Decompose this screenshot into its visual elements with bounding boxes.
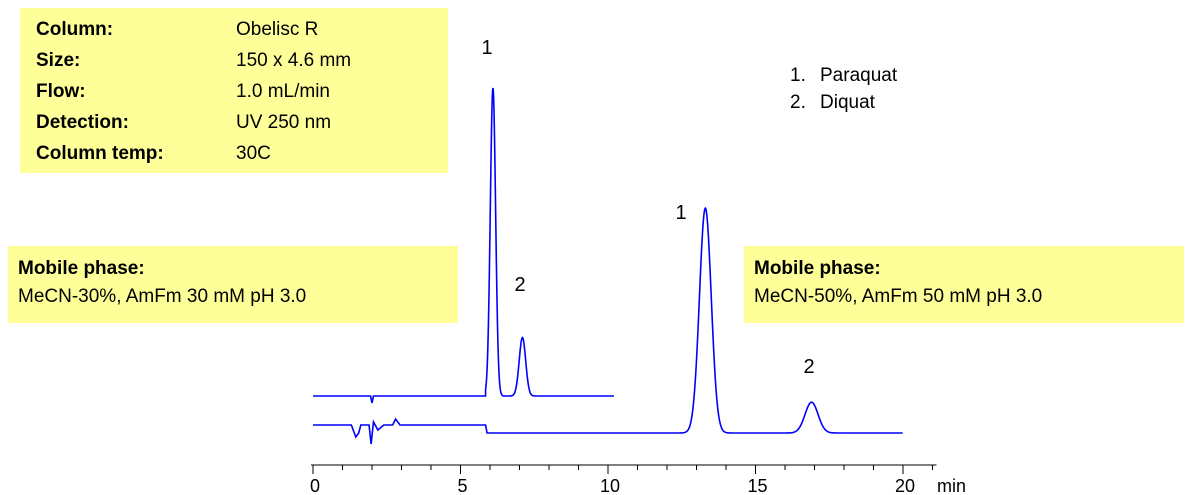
- condition-value: 1.0 mL/min: [236, 81, 330, 102]
- peak-legend: 1. Paraquat 2. Diquat: [790, 62, 897, 116]
- mobile-phase-left-box: Mobile phase: MeCN-30%, AmFm 30 mM pH 3.…: [8, 246, 458, 323]
- x-tick-label: 20: [895, 476, 915, 495]
- x-tick-label: 5: [457, 476, 467, 495]
- condition-label: Column:: [36, 19, 114, 40]
- mobile-phase-right-box: Mobile phase: MeCN-50%, AmFm 50 mM pH 3.…: [744, 246, 1184, 323]
- peak-label: 1: [481, 37, 492, 59]
- x-axis-title: min: [937, 476, 966, 495]
- peak-label: 1: [675, 202, 686, 224]
- condition-label: Flow:: [36, 81, 86, 102]
- x-tick-label: 0: [310, 476, 320, 495]
- peak-label: 2: [803, 356, 814, 378]
- mobile-phase-title: Mobile phase:: [18, 258, 145, 279]
- condition-value: UV 250 nm: [236, 112, 332, 133]
- legend-compound: Diquat: [820, 92, 875, 113]
- mobile-phase-text: MeCN-30%, AmFm 30 mM pH 3.0: [18, 286, 307, 307]
- legend-item: 2. Diquat: [790, 89, 897, 116]
- conditions-box: Column: Obelisc R Size: 150 x 4.6 mm Flo…: [20, 8, 448, 173]
- x-tick-label: 15: [747, 476, 767, 495]
- legend-item: 1. Paraquat: [790, 62, 897, 89]
- condition-value: 150 x 4.6 mm: [236, 50, 352, 71]
- condition-label: Detection:: [36, 112, 129, 133]
- mobile-phase-text: MeCN-50%, AmFm 50 mM pH 3.0: [754, 286, 1043, 307]
- condition-label: Column temp:: [36, 143, 164, 164]
- condition-value: Obelisc R: [236, 19, 319, 40]
- legend-number: 1.: [790, 65, 806, 86]
- condition-label: Size:: [36, 50, 81, 71]
- series-30-trace: [313, 87, 614, 404]
- condition-value: 30C: [236, 143, 271, 164]
- legend-compound: Paraquat: [820, 65, 898, 86]
- series-50-trace: [313, 207, 903, 445]
- mobile-phase-title: Mobile phase:: [754, 258, 881, 279]
- legend-number: 2.: [790, 92, 806, 113]
- x-tick-label: 10: [600, 476, 620, 495]
- peak-label: 2: [514, 274, 525, 296]
